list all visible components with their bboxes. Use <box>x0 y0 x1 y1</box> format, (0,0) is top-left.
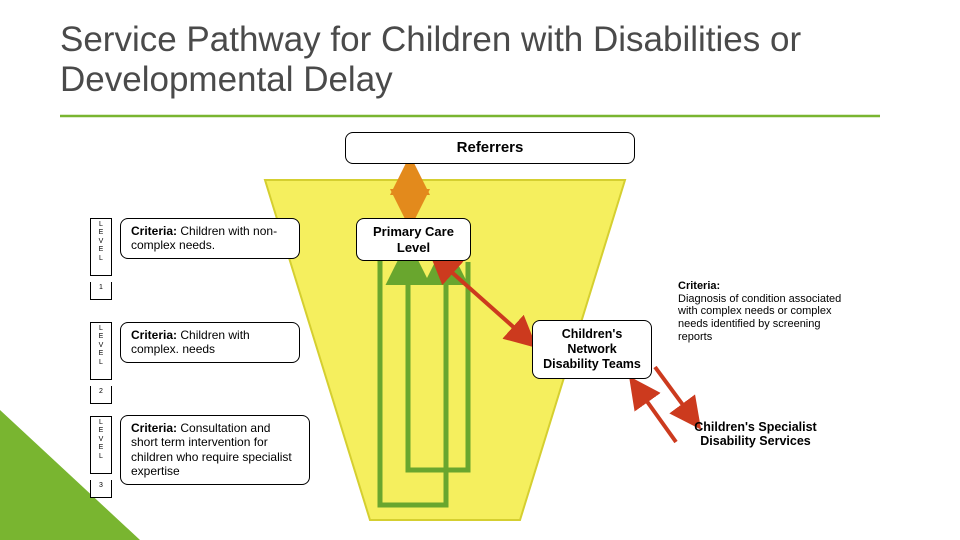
level-3-num: 3 <box>90 480 112 498</box>
criteria-right: Criteria: Diagnosis of condition associa… <box>678 280 853 343</box>
arrow-specialist-cndt <box>636 386 676 442</box>
arrow-primary-cndt <box>438 260 528 340</box>
level-2-num: 2 <box>90 386 112 404</box>
cndt-box: Children's Network Disability Teams <box>532 320 652 379</box>
arrow-cndt-specialist <box>655 367 694 420</box>
criteria-level2: Criteria: Children with complex. needs <box>120 322 300 363</box>
criteria-level1: Criteria: Children with non-complex need… <box>120 218 300 259</box>
arrow-primary-loop-right <box>408 260 468 470</box>
specialist-box: Children's Specialist Disability Service… <box>678 420 833 449</box>
referrers-box: Referrers <box>345 132 635 164</box>
slide: Service Pathway for Children with Disabi… <box>0 0 960 540</box>
primary-care-box: Primary Care Level <box>356 218 471 261</box>
level-1-label: LEVEL <box>90 218 112 276</box>
arrow-primary-loop-left <box>380 218 446 505</box>
level-3-label: LEVEL <box>90 416 112 474</box>
corner-accent <box>0 410 140 540</box>
level-1-num: 1 <box>90 282 112 300</box>
criteria-level3: Criteria: Consultation and short term in… <box>120 415 310 485</box>
page-title: Service Pathway for Children with Disabi… <box>60 20 880 101</box>
level-2-label: LEVEL <box>90 322 112 380</box>
